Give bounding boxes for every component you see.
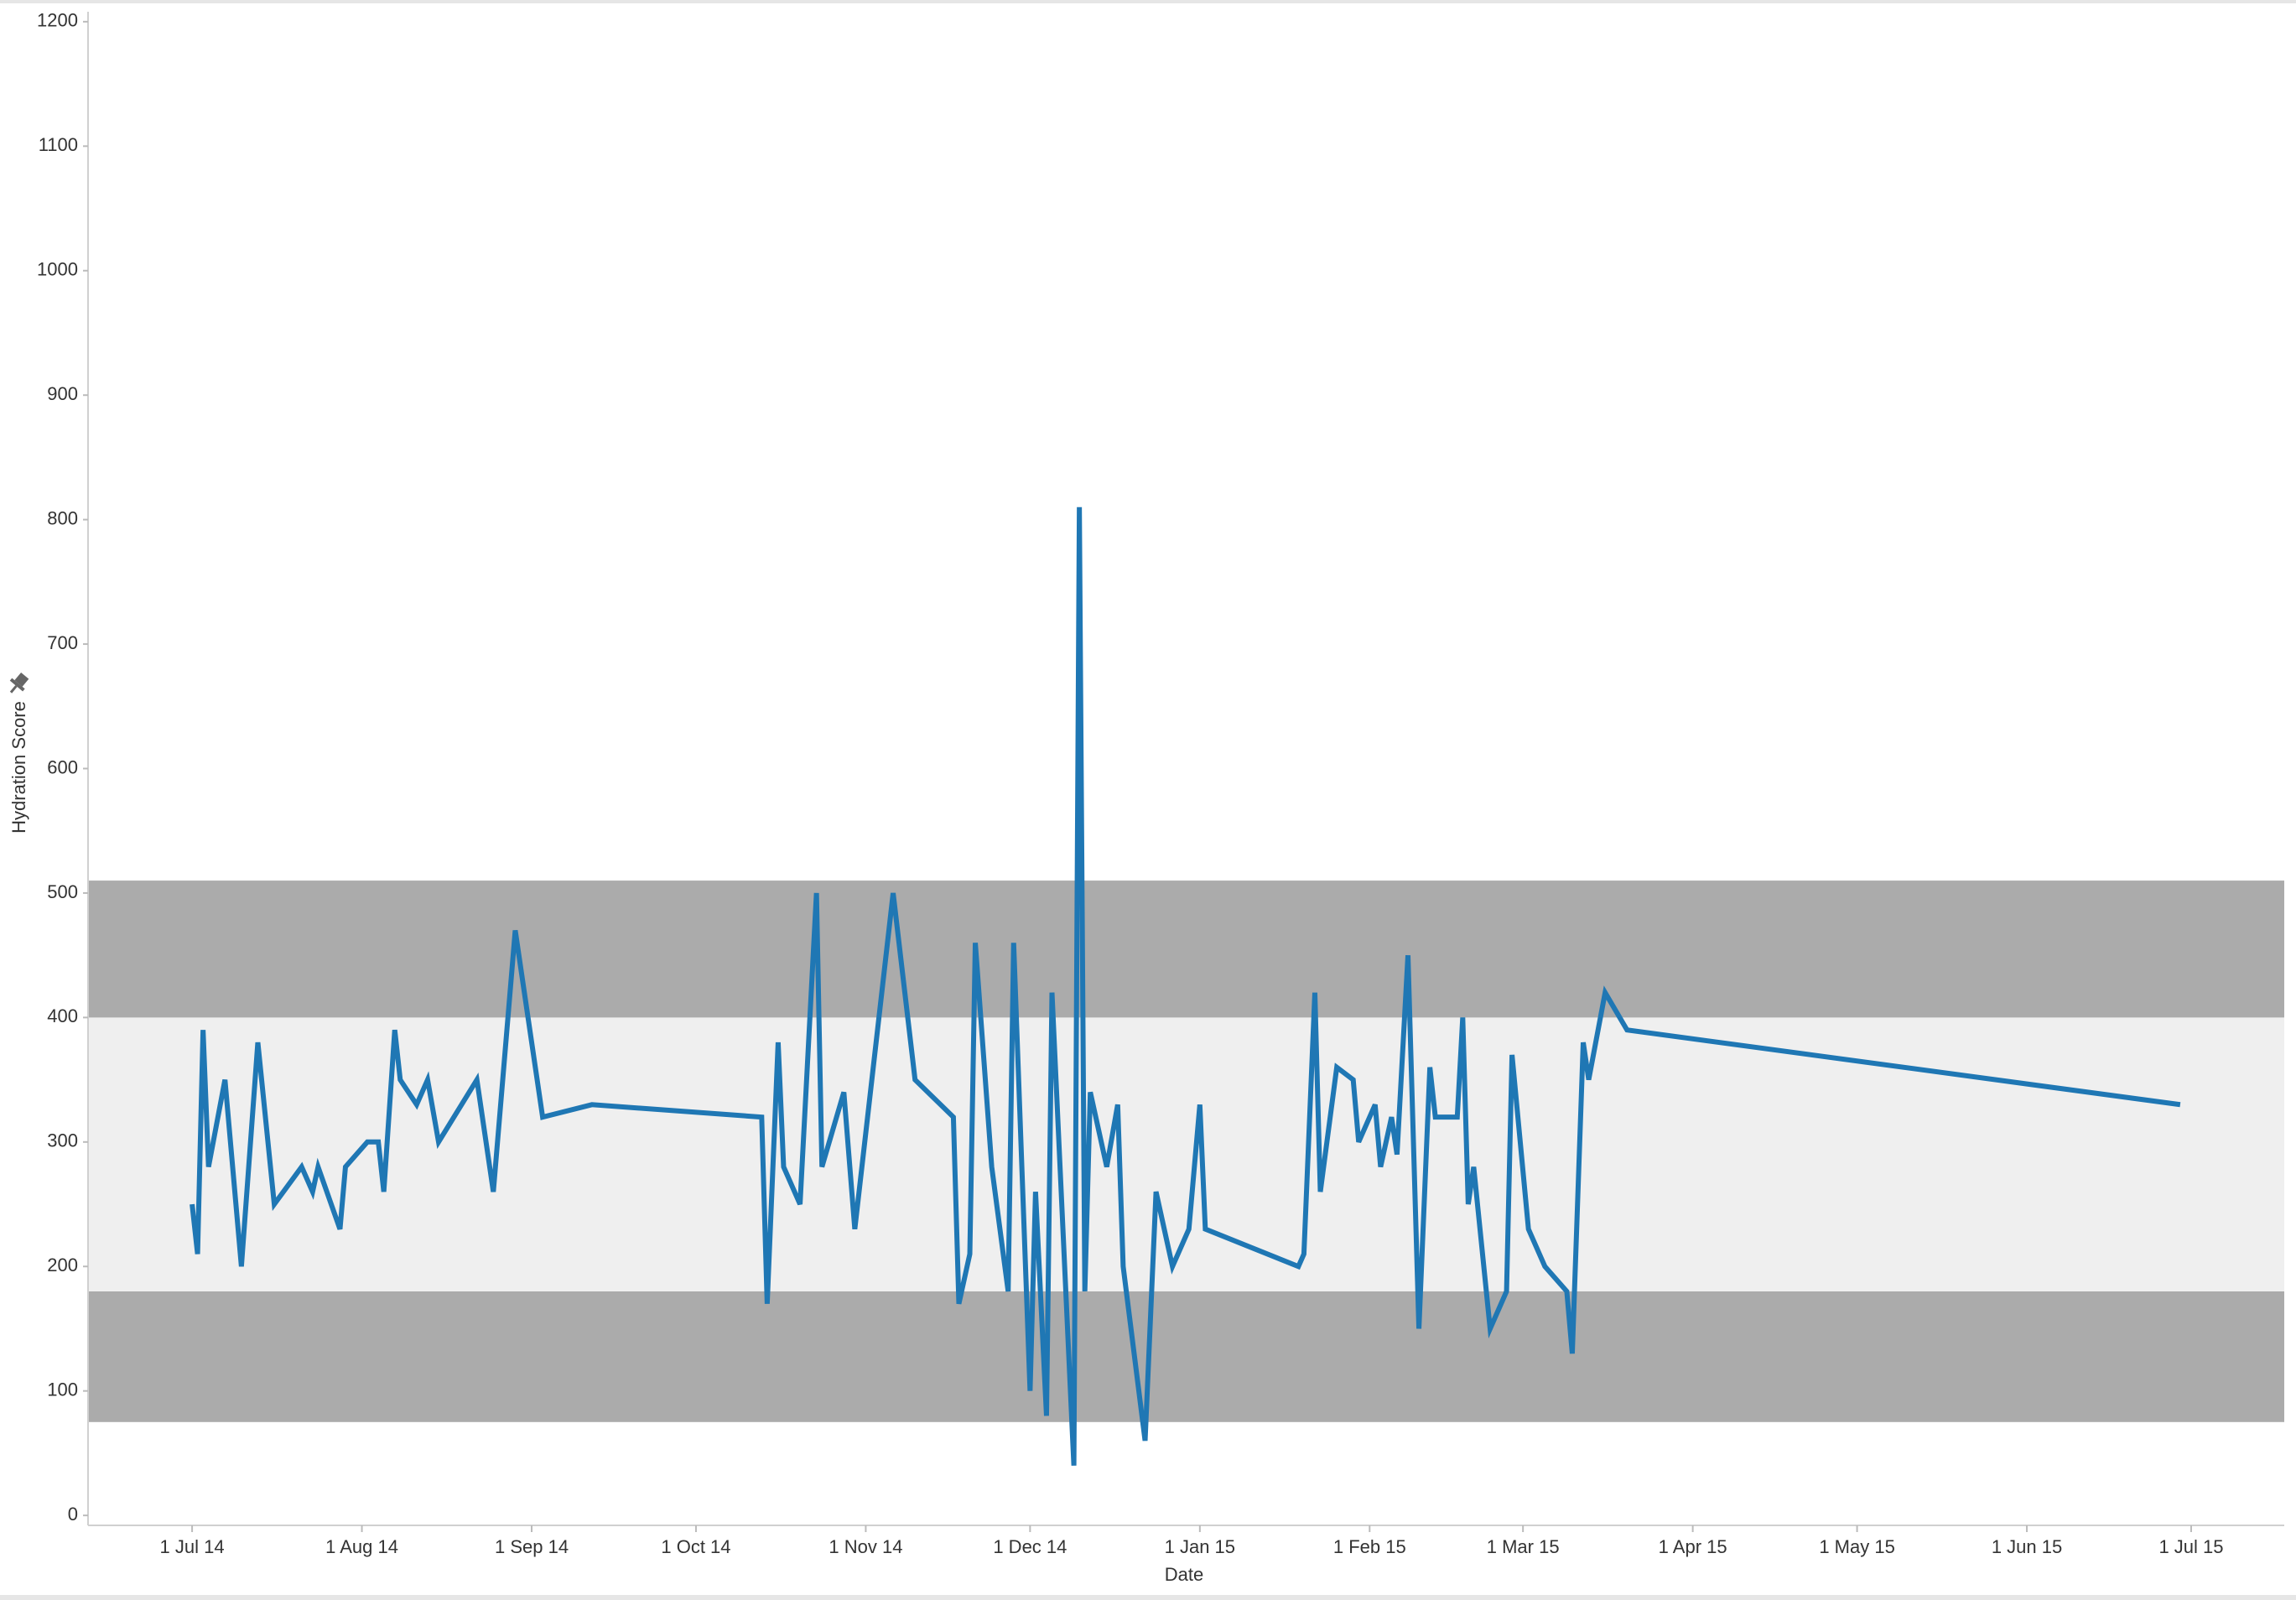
plot-area: [88, 881, 2284, 1422]
x-tick-label: 1 Mar 15: [1487, 1536, 1560, 1557]
x-axis-title: Date: [1165, 1564, 1203, 1585]
y-tick-label: 0: [68, 1504, 78, 1525]
x-tick-label: 1 Sep 14: [495, 1536, 569, 1557]
x-tick-label: 1 Apr 15: [1659, 1536, 1727, 1557]
y-tick-label: 800: [47, 507, 78, 528]
y-axis-title: Hydration Score: [8, 701, 29, 834]
y-tick-label: 1200: [37, 10, 78, 31]
y-tick-label: 500: [47, 881, 78, 902]
x-tick-label: 1 Dec 14: [993, 1536, 1067, 1557]
top-border: [0, 0, 2296, 3]
y-tick-label: 1100: [39, 134, 78, 155]
data-line: [190, 506, 2181, 1466]
y-tick-label: 100: [47, 1379, 78, 1400]
y-tick-label: 300: [47, 1130, 78, 1151]
y-tick-label: 200: [47, 1255, 78, 1275]
reference-band: [88, 881, 2284, 1018]
x-tick-label: 1 Feb 15: [1333, 1536, 1406, 1557]
y-tick-label: 400: [47, 1005, 78, 1026]
y-tick-label: 1000: [37, 259, 78, 280]
bottom-border: [0, 1595, 2296, 1600]
x-tick-label: 1 Jan 15: [1165, 1536, 1235, 1557]
x-tick-label: 1 Nov 14: [829, 1536, 902, 1557]
x-tick-label: 1 Oct 14: [661, 1536, 730, 1557]
x-tick-label: 1 Jun 15: [1992, 1536, 2062, 1557]
y-tick-label: 700: [47, 632, 78, 653]
reference-band: [88, 1017, 2284, 1291]
y-tick-label: 900: [47, 383, 78, 404]
pin-icon: [9, 672, 29, 694]
x-tick-label: 1 Jul 15: [2158, 1536, 2223, 1557]
x-tick-label: 1 Aug 14: [325, 1536, 398, 1557]
reference-band: [88, 1291, 2284, 1422]
y-tick-label: 600: [47, 756, 78, 777]
x-tick-label: 1 May 15: [1819, 1536, 1895, 1557]
x-tick-label: 1 Jul 14: [160, 1536, 225, 1557]
